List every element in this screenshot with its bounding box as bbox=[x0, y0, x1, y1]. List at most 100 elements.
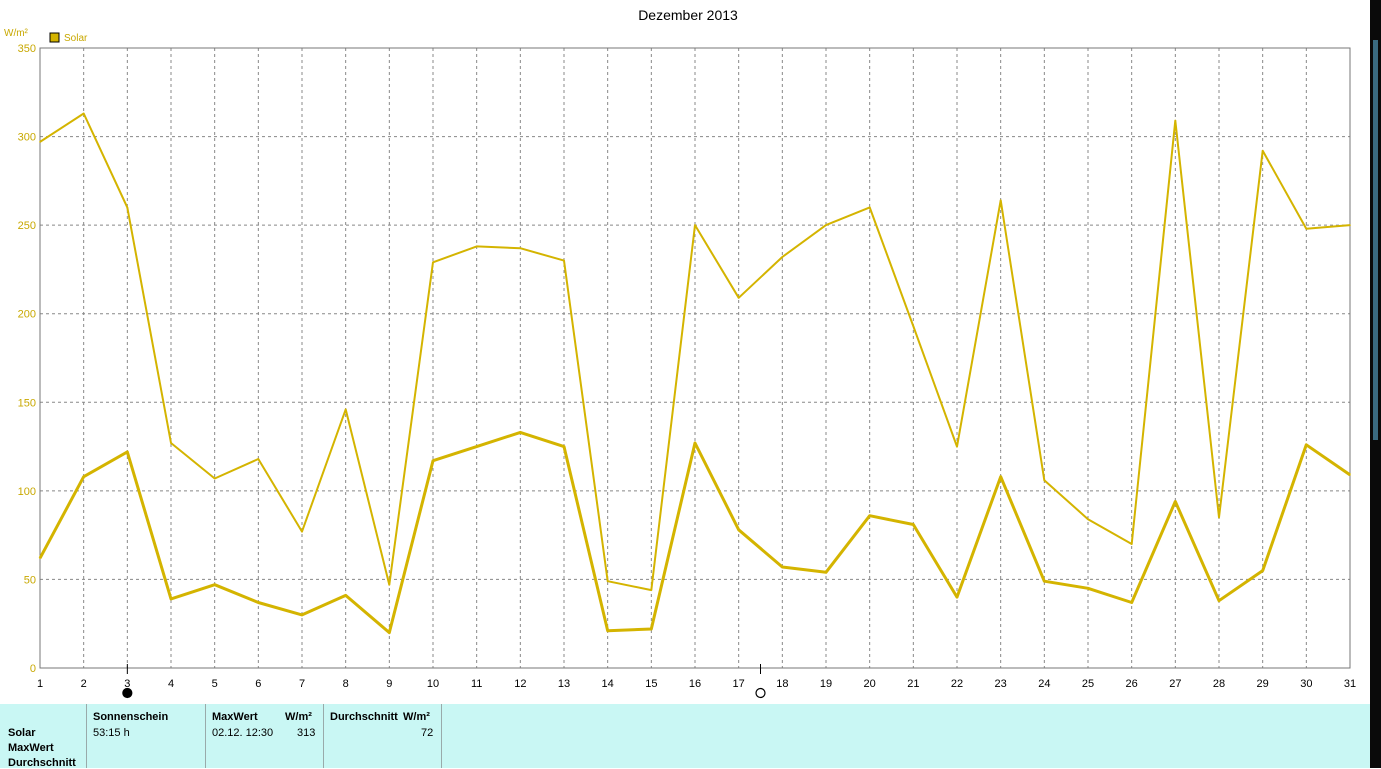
avg-unit: W/m² bbox=[403, 711, 430, 723]
data-point bbox=[912, 325, 915, 327]
data-point bbox=[606, 580, 609, 582]
data-point bbox=[1349, 224, 1351, 226]
data-point bbox=[781, 566, 784, 568]
x-tick-label: 2 bbox=[81, 678, 87, 690]
data-point bbox=[344, 594, 347, 597]
data-point bbox=[301, 614, 303, 616]
data-point bbox=[519, 247, 522, 249]
data-point bbox=[563, 259, 565, 262]
x-tick-label: 7 bbox=[299, 678, 305, 690]
x-tick-label: 21 bbox=[907, 678, 919, 690]
x-tick-label: 8 bbox=[343, 678, 349, 690]
data-point bbox=[956, 445, 958, 448]
y-tick-label: 250 bbox=[18, 220, 36, 232]
x-tick-label: 24 bbox=[1038, 678, 1050, 690]
data-point bbox=[82, 112, 85, 115]
data-point bbox=[694, 442, 696, 444]
x-tick-label: 31 bbox=[1344, 678, 1356, 690]
data-point bbox=[999, 199, 1002, 202]
x-tick-label: 4 bbox=[168, 678, 174, 690]
y-tick-label: 300 bbox=[18, 132, 36, 144]
avg-value: 72 bbox=[421, 727, 434, 739]
max-header: MaxWert bbox=[212, 711, 258, 723]
data-point bbox=[1043, 580, 1046, 582]
x-tick-label: 22 bbox=[951, 678, 963, 690]
data-point bbox=[432, 459, 434, 462]
data-point bbox=[1261, 569, 1264, 572]
row-label-maxwert: MaxWert bbox=[8, 742, 54, 754]
statistics-panel: Solar MaxWert Durchschnitt Sonnenschein … bbox=[0, 704, 1370, 769]
data-point bbox=[39, 141, 41, 143]
x-tick-label: 18 bbox=[776, 678, 788, 690]
x-tick-label: 29 bbox=[1257, 678, 1269, 690]
y-tick-label: 100 bbox=[18, 486, 36, 498]
sunshine-value: 53:15 h bbox=[93, 727, 130, 739]
data-point bbox=[999, 475, 1002, 478]
data-point bbox=[650, 589, 653, 591]
y-tick-label: 150 bbox=[18, 397, 36, 409]
x-tick-label: 10 bbox=[427, 678, 439, 690]
data-point bbox=[1174, 119, 1177, 122]
x-tick-label: 13 bbox=[558, 678, 570, 690]
data-point bbox=[1349, 474, 1351, 476]
y-tick-label: 0 bbox=[30, 663, 36, 675]
x-tick-label: 11 bbox=[471, 678, 482, 690]
full-moon-icon bbox=[755, 687, 766, 699]
data-point bbox=[956, 596, 958, 598]
data-point bbox=[1218, 599, 1220, 602]
x-tick-label: 26 bbox=[1126, 678, 1138, 690]
data-point bbox=[126, 451, 129, 453]
data-point bbox=[170, 598, 172, 600]
max-date: 02.12. 12:30 bbox=[212, 727, 274, 739]
data-point bbox=[1130, 543, 1133, 545]
stats-row-labels: Solar MaxWert Durchschnitt bbox=[0, 704, 87, 769]
chart-title: Dezember 2013 bbox=[638, 7, 738, 23]
data-point bbox=[563, 445, 565, 448]
chart: Dezember 2013 W/m² Solar 0 50 100 150 200 250… bbox=[4, 7, 1356, 699]
data-point bbox=[344, 408, 347, 411]
max-value: 313 bbox=[297, 727, 316, 739]
data-point bbox=[781, 256, 784, 258]
data-point bbox=[1130, 601, 1133, 604]
x-tick-label: 23 bbox=[995, 678, 1007, 690]
data-point bbox=[650, 628, 653, 630]
data-point bbox=[1043, 479, 1046, 482]
data-point bbox=[126, 206, 129, 209]
data-point bbox=[694, 224, 696, 226]
data-point bbox=[825, 224, 827, 226]
data-point bbox=[519, 431, 522, 434]
legend-swatch-solar bbox=[49, 32, 60, 43]
data-point bbox=[825, 571, 827, 574]
y-axis-unit: W/m² bbox=[4, 28, 29, 39]
data-point bbox=[1261, 149, 1264, 152]
x-tick-label: 17 bbox=[733, 678, 745, 690]
max-unit: W/m² bbox=[285, 711, 312, 723]
x-tick-label: 19 bbox=[820, 678, 832, 690]
plot-frame bbox=[39, 47, 1351, 669]
y-tick-label: 200 bbox=[18, 309, 36, 321]
data-point bbox=[475, 245, 478, 248]
data-point bbox=[737, 296, 740, 299]
sunshine-header: Sonnenschein bbox=[93, 711, 169, 723]
avg-header: Durchschnitt bbox=[330, 711, 398, 723]
x-tick-label: 6 bbox=[255, 678, 261, 690]
x-tick-label: 12 bbox=[514, 678, 526, 690]
x-tick-label: 14 bbox=[602, 678, 614, 690]
x-tick-label: 3 bbox=[124, 678, 130, 690]
data-point bbox=[213, 477, 216, 480]
data-point bbox=[1174, 500, 1177, 503]
scrollbar[interactable] bbox=[1373, 40, 1378, 440]
y-tick-label: 350 bbox=[18, 43, 36, 55]
data-point bbox=[1087, 587, 1089, 590]
x-tick-label: 25 bbox=[1082, 678, 1094, 690]
data-point bbox=[1305, 227, 1308, 230]
data-point bbox=[257, 601, 260, 604]
row-label-solar: Solar bbox=[8, 727, 36, 739]
stats-col-sunshine: Sonnenschein 53:15 h bbox=[86, 704, 206, 768]
data-point bbox=[213, 583, 216, 586]
data-point bbox=[301, 530, 303, 533]
data-point bbox=[912, 523, 915, 526]
data-point bbox=[388, 583, 391, 586]
data-point bbox=[170, 442, 172, 444]
legend-label-solar: Solar bbox=[64, 33, 88, 44]
